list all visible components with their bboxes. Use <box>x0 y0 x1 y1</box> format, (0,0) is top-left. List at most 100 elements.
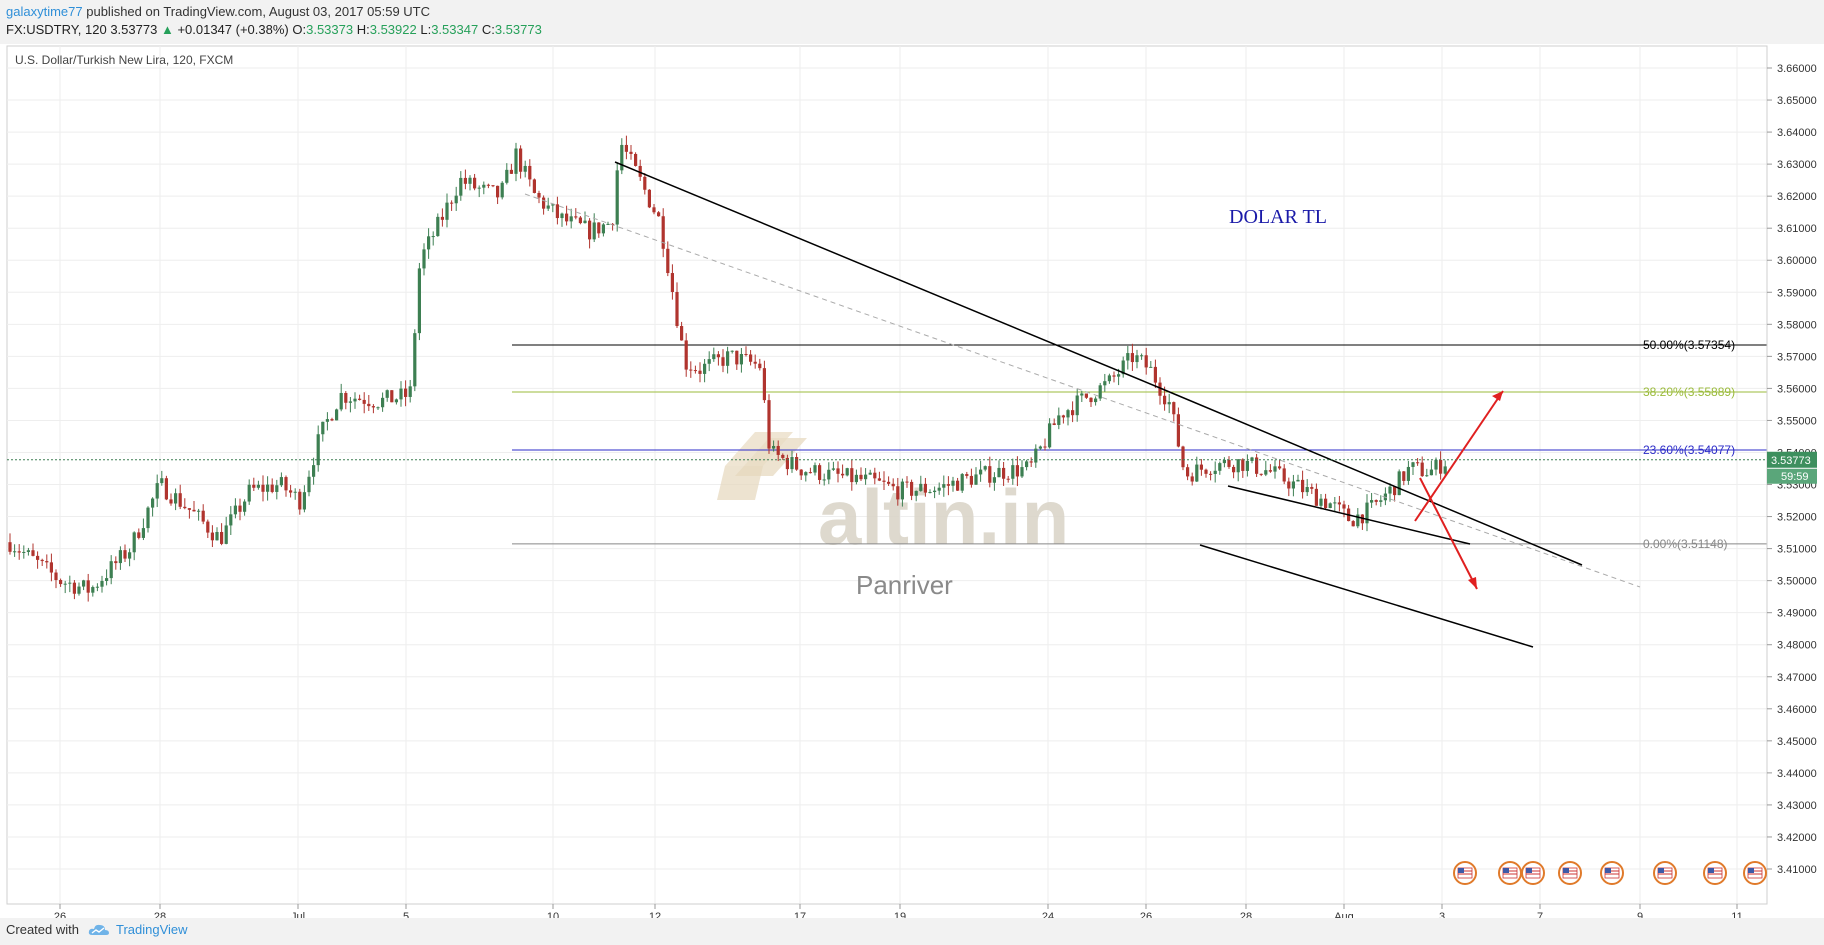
channel-lower-line[interactable] <box>1199 544 1534 648</box>
candle-body <box>417 268 421 334</box>
candle-body <box>983 466 987 470</box>
candle-body <box>1121 360 1125 375</box>
candle-body <box>105 578 109 581</box>
x-tick-label: 17 <box>794 911 806 918</box>
candle-body <box>914 490 918 496</box>
channel-upper-line[interactable] <box>1227 485 1471 545</box>
candle-body <box>224 525 228 544</box>
y-tick-label: 3.62000 <box>1777 191 1817 203</box>
us-flag-event-icon[interactable] <box>1600 861 1624 885</box>
candle-body <box>289 490 293 493</box>
candle-body <box>1066 410 1070 418</box>
us-flag-event-icon[interactable] <box>1498 861 1522 885</box>
breakout-up-arrow[interactable] <box>1414 390 1504 522</box>
candle-body <box>739 354 743 365</box>
candle-body <box>850 468 854 483</box>
author-link[interactable]: galaxytime77 <box>6 4 83 19</box>
candle-body <box>795 457 799 470</box>
symbol-info: FX:USDTRY, 120 3.53773 ▲ +0.01347 (+0.38… <box>6 22 542 37</box>
candle-body <box>1149 366 1153 368</box>
us-flag-event-icon[interactable] <box>1653 861 1677 885</box>
y-tick-label: 3.57000 <box>1777 351 1817 363</box>
candle-body <box>146 507 150 529</box>
candle-body <box>109 561 113 579</box>
candle-body <box>969 475 973 485</box>
candle-body <box>730 350 734 352</box>
candle-body <box>31 550 35 556</box>
candle-body <box>440 216 444 220</box>
candle-body <box>1406 466 1410 481</box>
us-flag-event-icon[interactable] <box>1558 861 1582 885</box>
breakdown-arrow[interactable] <box>1419 477 1478 590</box>
candle-body <box>735 350 739 365</box>
candle-body <box>960 474 964 491</box>
economic-events[interactable] <box>1453 861 1767 885</box>
candle-body <box>1301 479 1305 493</box>
tradingview-brand[interactable]: TradingView <box>116 922 188 937</box>
candle-body <box>634 153 638 166</box>
tradingview-cloud-icon[interactable] <box>88 922 110 938</box>
us-flag-event-icon[interactable] <box>1743 861 1767 885</box>
annotation-dolar-tl[interactable]: DOLAR TL <box>1229 206 1327 228</box>
candle-body <box>831 468 835 470</box>
candle-body <box>1439 459 1443 474</box>
main-downtrend-line[interactable] <box>614 161 1161 389</box>
candle-body <box>468 177 472 184</box>
candle-body <box>1282 468 1286 482</box>
x-tick-label: 24 <box>1042 911 1054 918</box>
candle-body <box>1052 423 1056 425</box>
us-flag-event-icon[interactable] <box>1703 861 1727 885</box>
candle-body <box>542 197 546 209</box>
candle-body <box>68 582 72 584</box>
candle-body <box>629 151 633 154</box>
candle-body <box>321 421 325 435</box>
candle-body <box>206 521 210 533</box>
x-tick-label: 5 <box>403 911 409 918</box>
candle-body <box>408 386 412 397</box>
candle-body <box>1351 521 1355 527</box>
fib-retracement[interactable]: 50.00%(3.57354) 38.20%(3.55889) 23.60%(3.5… <box>512 338 1767 551</box>
candle-body <box>693 370 697 372</box>
candle-body <box>657 212 661 217</box>
y-tick-label: 3.49000 <box>1777 608 1817 620</box>
main-downtrend-line-ext[interactable] <box>1159 387 1583 566</box>
candle-body <box>933 490 937 493</box>
time-axis[interactable]: 26 28 Jul 5 10 12 17 19 24 26 28 Aug 3 7 9 11 <box>7 903 1767 923</box>
candle-body <box>362 399 366 404</box>
candle-body <box>864 474 868 480</box>
candle-body <box>666 248 670 274</box>
candle-body <box>1043 446 1047 448</box>
candle-body <box>514 148 518 174</box>
candle-body <box>1429 469 1433 476</box>
candle-body <box>1411 462 1415 467</box>
candle-body <box>519 148 523 172</box>
candle-body <box>496 185 500 198</box>
us-flag-event-icon[interactable] <box>1521 861 1545 885</box>
candle-body <box>873 472 877 479</box>
candle-body <box>583 220 587 224</box>
candle-body <box>376 407 380 409</box>
dashed-trend-line[interactable] <box>524 193 1641 588</box>
candle-body <box>1356 514 1360 527</box>
watermark-subtitle: Panriver <box>856 570 953 600</box>
chart-area[interactable]: altin.in Panriver 50.00%(3.57354) 38.20%(… <box>0 44 1824 923</box>
candle-body <box>1011 465 1015 479</box>
trend-drawings[interactable] <box>524 161 1641 648</box>
candle-body <box>638 165 642 177</box>
candle-body <box>569 216 573 222</box>
y-tick-label: 3.47000 <box>1777 672 1817 684</box>
candle-body <box>1342 504 1346 509</box>
candle-body <box>523 165 527 172</box>
price-chart[interactable]: altin.in Panriver 50.00%(3.57354)38.20%(… <box>0 44 1824 923</box>
candle-body <box>1245 460 1249 471</box>
candle-body <box>887 481 891 484</box>
x-tick-label: 9 <box>1637 911 1643 918</box>
candle-body <box>1287 481 1291 489</box>
candle-body <box>1268 470 1272 472</box>
candle-body <box>1029 461 1033 463</box>
candle-body <box>716 354 720 358</box>
candle-body <box>1227 459 1231 467</box>
candle-body <box>1213 470 1217 474</box>
us-flag-event-icon[interactable] <box>1453 861 1477 885</box>
last-price-tag <box>1767 451 1817 468</box>
